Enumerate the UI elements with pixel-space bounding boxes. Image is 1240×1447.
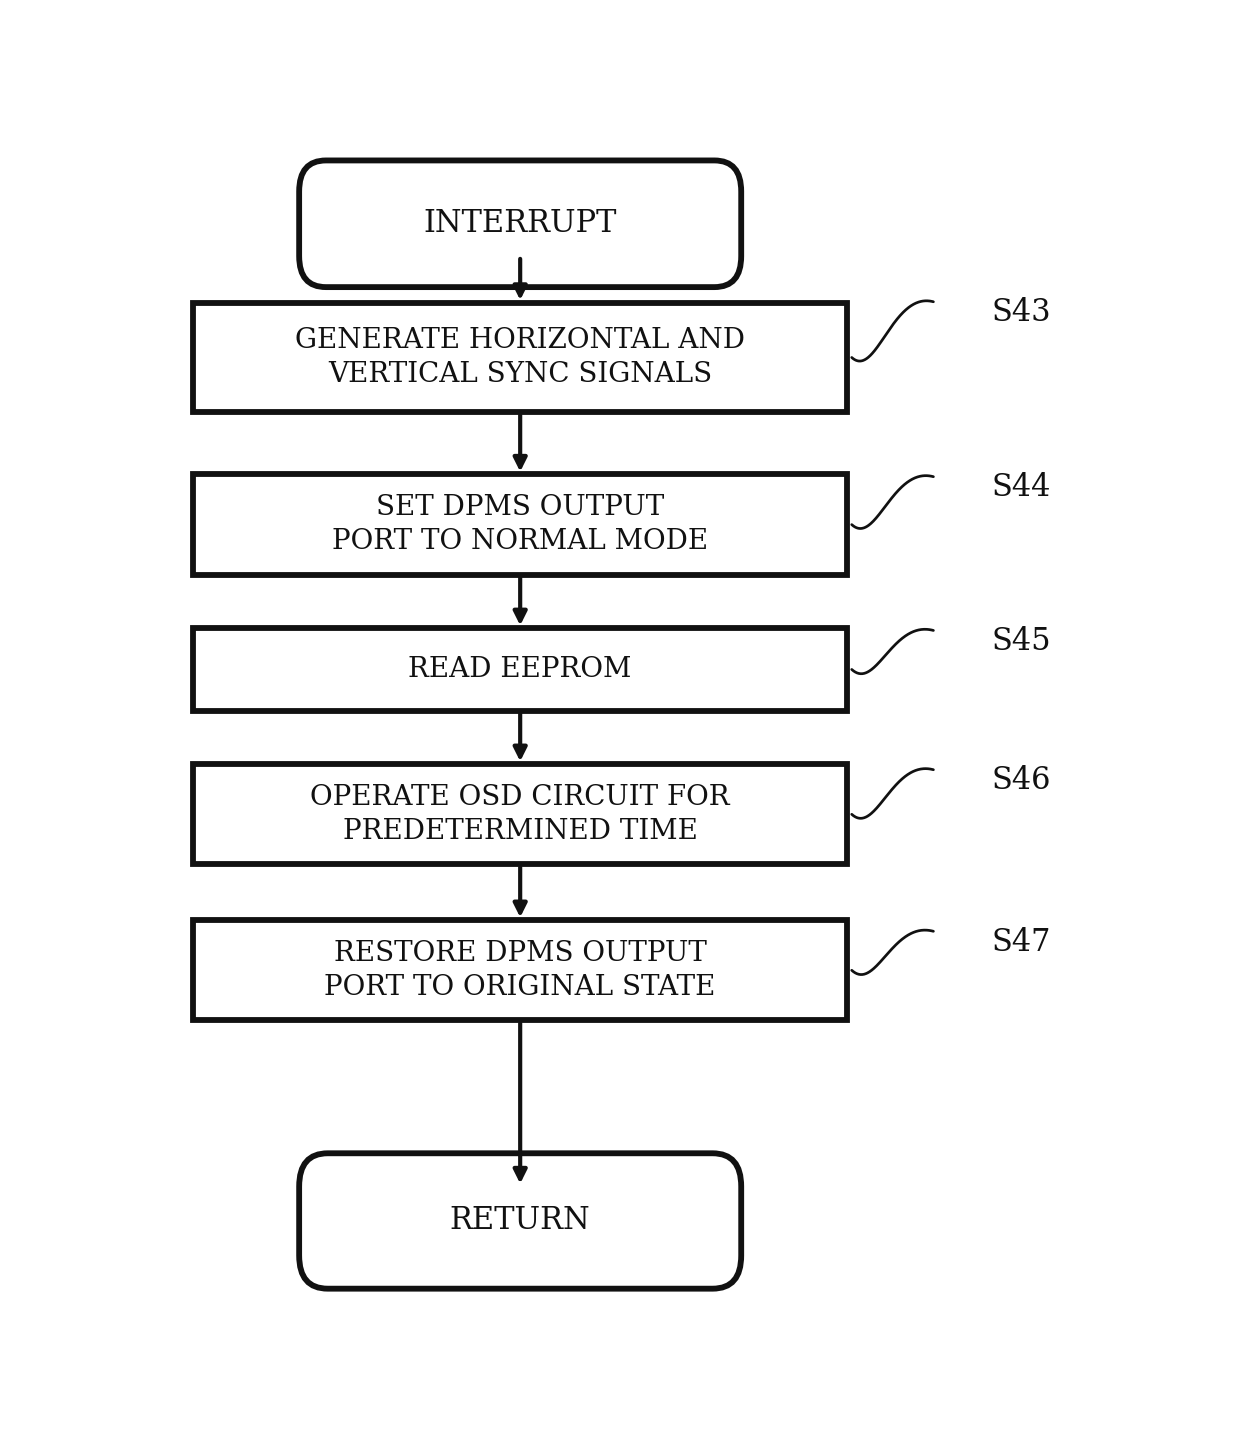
Text: GENERATE HORIZONTAL AND
VERTICAL SYNC SIGNALS: GENERATE HORIZONTAL AND VERTICAL SYNC SI… (295, 327, 745, 388)
FancyBboxPatch shape (299, 1153, 742, 1289)
Text: S46: S46 (991, 765, 1050, 796)
Text: INTERRUPT: INTERRUPT (424, 208, 616, 239)
FancyBboxPatch shape (299, 161, 742, 287)
Text: S44: S44 (991, 472, 1050, 504)
Text: READ EEPROM: READ EEPROM (408, 655, 632, 683)
Bar (193, 302, 847, 412)
Text: RESTORE DPMS OUTPUT
PORT TO ORIGINAL STATE: RESTORE DPMS OUTPUT PORT TO ORIGINAL STA… (325, 939, 715, 1001)
Text: SET DPMS OUTPUT
PORT TO NORMAL MODE: SET DPMS OUTPUT PORT TO NORMAL MODE (332, 493, 708, 556)
Bar (193, 920, 847, 1020)
Bar (193, 764, 847, 864)
Text: RETURN: RETURN (450, 1205, 590, 1237)
Bar (193, 628, 847, 710)
Text: OPERATE OSD CIRCUIT FOR
PREDETERMINED TIME: OPERATE OSD CIRCUIT FOR PREDETERMINED TI… (310, 784, 730, 845)
Text: S47: S47 (991, 928, 1050, 958)
Text: S45: S45 (991, 627, 1050, 657)
Bar (193, 475, 847, 574)
Text: S43: S43 (991, 298, 1050, 328)
